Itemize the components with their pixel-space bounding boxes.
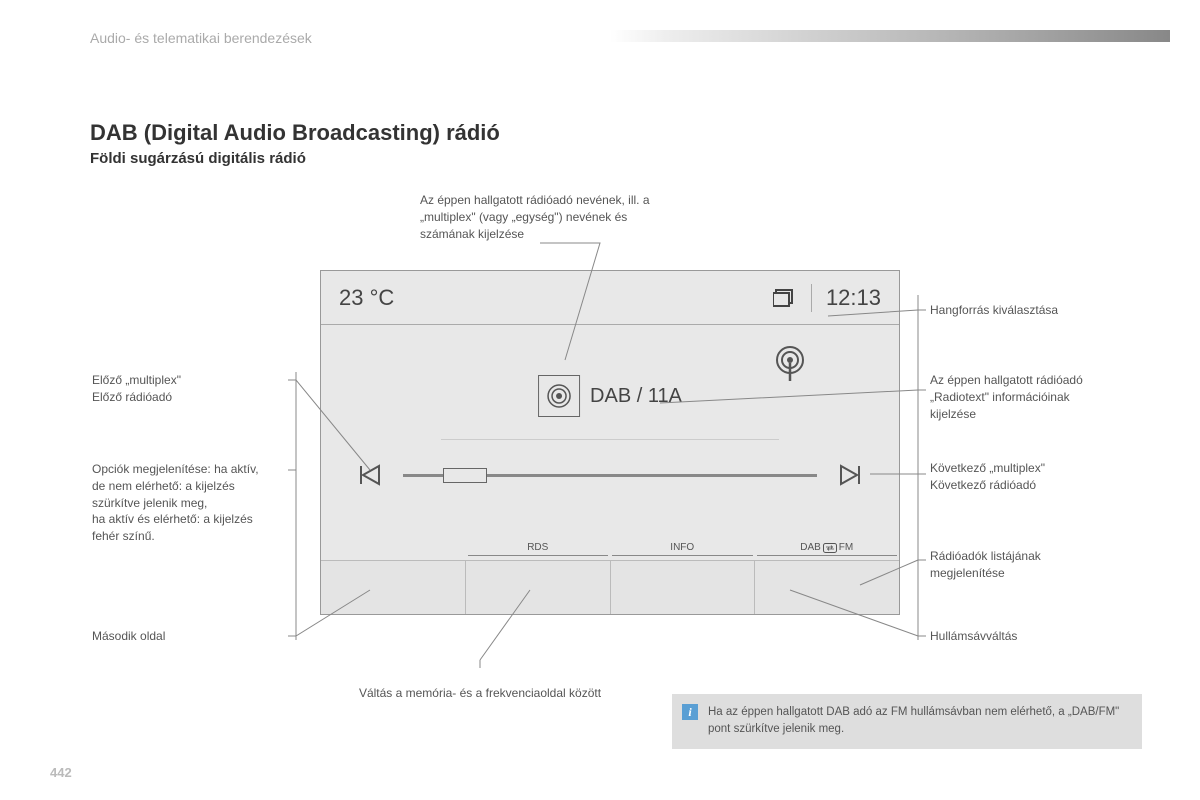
menu-icon[interactable] xyxy=(773,288,797,308)
tab-info[interactable]: INFO xyxy=(612,542,753,556)
page-title: DAB (Digital Audio Broadcasting) rádió xyxy=(90,120,500,146)
callout-sound-source: Hangforrás kiválasztása xyxy=(930,302,1058,319)
next-station-icon[interactable] xyxy=(837,462,863,488)
separator xyxy=(811,284,812,312)
temperature-display: 23 °C xyxy=(339,285,394,311)
station-info-row: DAB / 11A xyxy=(321,325,899,440)
callout-station-list: Rádióadók listájának megjelenítése xyxy=(930,548,1100,582)
top-status-bar: 23 °C 12:13 xyxy=(321,271,899,325)
info-note: i Ha az éppen hallgatott DAB adó az FM h… xyxy=(672,694,1142,749)
page-subtitle: Földi sugárzású digitális rádió xyxy=(90,150,306,167)
clock-display: 12:13 xyxy=(826,285,881,311)
callout-options: Opciók megjelenítése: ha aktív, de nem e… xyxy=(92,461,267,545)
callout-prev: Előző „multiplex" Előző rádióadó xyxy=(92,372,242,406)
callout-next: Következő „multiplex" Következő rádióadó xyxy=(930,460,1100,494)
prev-station-icon[interactable] xyxy=(357,462,383,488)
slider-thumb[interactable] xyxy=(443,468,487,483)
tab-labels: . RDS INFO DAB FM xyxy=(321,542,899,556)
seek-row xyxy=(321,440,899,510)
tab-dabfm[interactable]: DAB FM xyxy=(757,542,898,556)
callout-station-name: Az éppen hallgatott rádióadó nevének, il… xyxy=(420,192,680,242)
tuning-slider[interactable] xyxy=(403,474,817,477)
info-icon: i xyxy=(682,704,698,720)
bottom-btn-4[interactable] xyxy=(755,561,899,614)
info-text: Ha az éppen hallgatott DAB adó az FM hul… xyxy=(708,706,1119,735)
breadcrumb-header: Audio- és telematikai berendezések xyxy=(90,30,312,46)
tab-rds[interactable]: RDS xyxy=(468,542,609,556)
callout-radiotext: Az éppen hallgatott rádióadó „Radiotext"… xyxy=(930,372,1100,422)
radio-screen: 23 °C 12:13 DAB / 11A xyxy=(320,270,900,615)
bottom-btn-2[interactable] xyxy=(466,561,611,614)
station-label: DAB / 11A xyxy=(590,385,682,408)
header-gradient-bar xyxy=(610,30,1170,42)
callout-second-page: Második oldal xyxy=(92,628,165,645)
top-right-group: 12:13 xyxy=(773,284,881,312)
page-number: 442 xyxy=(50,765,72,780)
callout-memory-switch: Váltás a memória- és a frekvenciaoldal k… xyxy=(320,685,640,702)
bottom-buttons xyxy=(321,560,899,614)
bottom-btn-1[interactable] xyxy=(321,561,466,614)
sound-source-icon[interactable] xyxy=(771,345,809,383)
bottom-btn-3[interactable] xyxy=(611,561,756,614)
callout-band-switch: Hullámsávváltás xyxy=(930,628,1017,645)
dab-signal-icon xyxy=(538,375,580,417)
station-label-group: DAB / 11A xyxy=(538,375,682,417)
